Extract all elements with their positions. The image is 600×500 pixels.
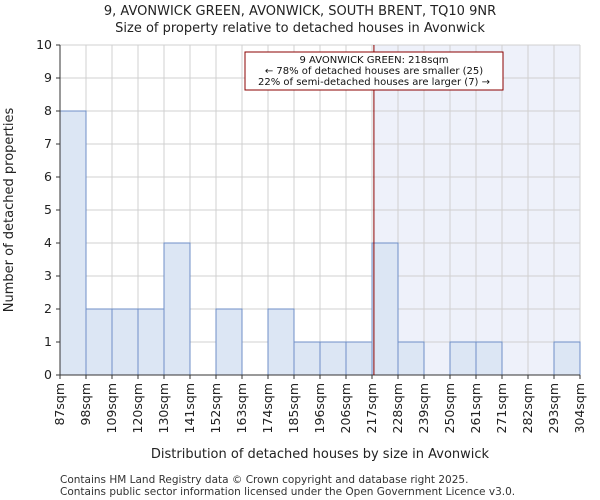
- plot-area: 0 1 2 3 4 5 6 7 8 9 10 87sqm 98sqm 109sqm 120sqm 130sqm…: [36, 37, 587, 433]
- x-tick-label-20: 304sqm: [572, 383, 587, 433]
- bar-16: [475, 341, 503, 376]
- x-tick-label-19: 293sqm: [546, 383, 561, 433]
- annotation-box: [244, 51, 504, 91]
- y-tick-label-10: 10: [36, 37, 52, 52]
- x-tick-label-1: 98sqm: [78, 383, 93, 426]
- y-tick-label-1: 1: [44, 334, 52, 349]
- bar-8: [267, 308, 295, 376]
- y-tick-label-6: 6: [44, 169, 52, 184]
- bar-9: [293, 341, 321, 376]
- x-tick-label-2: 109sqm: [104, 383, 119, 433]
- x-tick-label-6: 152sqm: [208, 383, 223, 433]
- bar-12: [371, 242, 399, 376]
- bar-10: [319, 341, 347, 376]
- y-tick-label-8: 8: [44, 103, 52, 118]
- bar-4: [163, 242, 191, 376]
- bar-1: [85, 308, 113, 376]
- bar-11: [345, 341, 373, 376]
- annotation-line-2: 22% of semi-detached houses are larger (…: [258, 77, 490, 88]
- y-tick-label-2: 2: [44, 301, 52, 316]
- x-tick-label-8: 174sqm: [260, 383, 275, 433]
- footer-line-2: Contains public sector information licen…: [60, 486, 515, 498]
- x-axis-label: Distribution of detached houses by size …: [151, 447, 490, 462]
- annotation-line-0: 9 AVONWICK GREEN: 218sqm: [299, 55, 448, 66]
- y-axis-label: Number of detached properties: [2, 108, 17, 313]
- x-tick-label-16: 261sqm: [468, 383, 483, 433]
- x-tick-label-12: 217sqm: [364, 383, 379, 433]
- x-tick-label-11: 206sqm: [338, 383, 353, 433]
- x-tick-label-10: 196sqm: [312, 383, 327, 433]
- y-tick-label-5: 5: [44, 202, 52, 217]
- bar-0: [59, 110, 87, 376]
- x-tick-label-3: 120sqm: [130, 383, 145, 433]
- y-tick-label-9: 9: [44, 70, 52, 85]
- y-tick-label-4: 4: [44, 235, 52, 250]
- x-tick-label-15: 250sqm: [442, 383, 457, 433]
- x-tick-label-14: 239sqm: [416, 383, 431, 433]
- x-tick-label-9: 185sqm: [286, 383, 301, 433]
- bar-13: [397, 341, 425, 376]
- x-tick-label-0: 87sqm: [52, 383, 67, 426]
- annotation-line-1: ← 78% of detached houses are smaller (25…: [265, 66, 483, 77]
- x-tick-label-18: 282sqm: [520, 383, 535, 433]
- bar-19: [553, 341, 581, 376]
- bar-2: [111, 308, 139, 376]
- chart-subtitle: Size of property relative to detached ho…: [115, 21, 485, 36]
- y-tick-label-3: 3: [44, 268, 52, 283]
- x-tick-label-5: 141sqm: [182, 383, 197, 433]
- x-tick-label-4: 130sqm: [156, 383, 171, 433]
- bar-6: [215, 308, 243, 376]
- chart-title: 9, AVONWICK GREEN, AVONWICK, SOUTH BRENT…: [104, 4, 496, 19]
- x-tick-label-13: 228sqm: [390, 383, 405, 433]
- y-tick-label-0: 0: [44, 367, 52, 382]
- y-tick-label-7: 7: [44, 136, 52, 151]
- footer-line-1: Contains HM Land Registry data © Crown c…: [60, 474, 468, 486]
- bar-15: [449, 341, 477, 376]
- x-tick-label-17: 271sqm: [494, 383, 509, 433]
- bar-3: [137, 308, 165, 376]
- x-tick-label-7: 163sqm: [234, 383, 249, 433]
